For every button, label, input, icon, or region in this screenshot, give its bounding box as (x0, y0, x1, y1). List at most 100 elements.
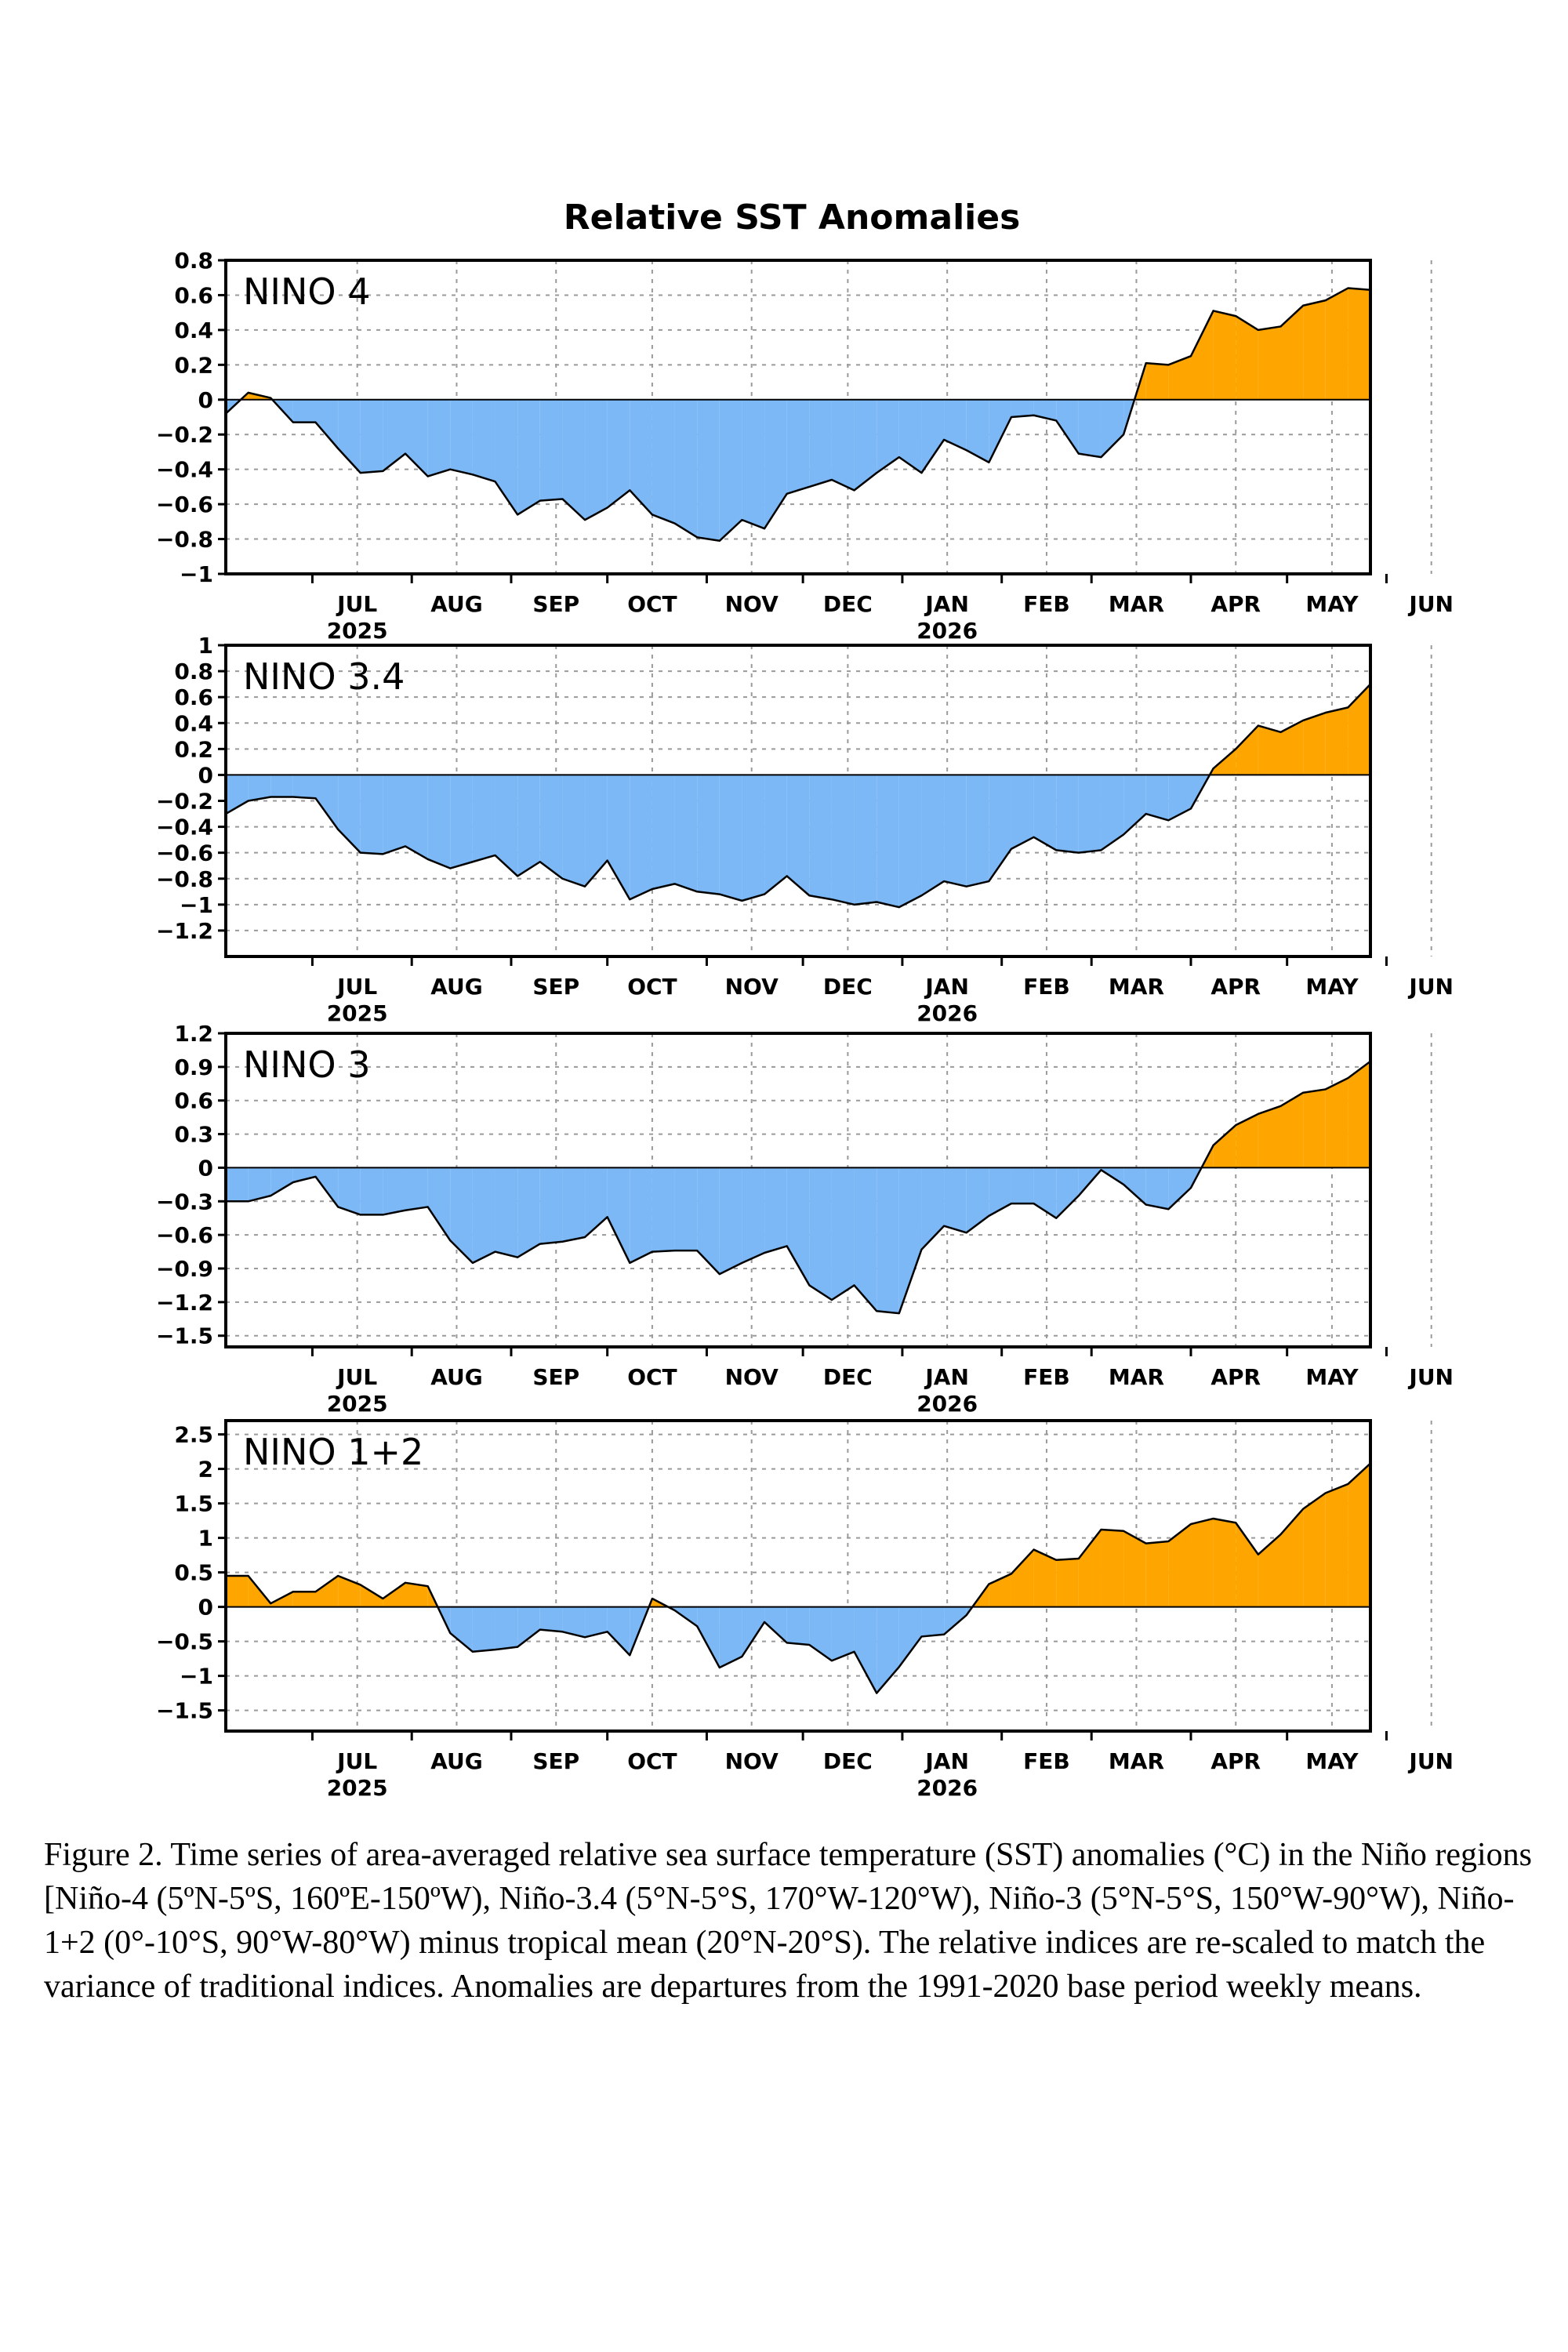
positive-anomaly-area (292, 1592, 316, 1607)
negative-anomaly-area (630, 775, 652, 900)
negative-anomaly-area (495, 775, 518, 877)
data-point (1189, 1187, 1192, 1189)
positive-anomaly-area (1033, 1549, 1057, 1607)
x-tick-label: NOV (725, 1748, 779, 1774)
positive-anomaly-area (1168, 356, 1191, 400)
x-tick-label: APR (1210, 591, 1261, 617)
positive-anomaly-area (1213, 310, 1236, 400)
data-point (718, 1273, 720, 1276)
data-point (786, 1642, 788, 1644)
x-tick-label: JUL (336, 591, 377, 617)
x-tick-label: AUG (430, 591, 483, 617)
positive-anomaly-area (1213, 1125, 1236, 1168)
negative-anomaly-area (472, 1167, 495, 1263)
data-point (1033, 1548, 1035, 1551)
data-point (1279, 1534, 1282, 1536)
negative-anomaly-area (809, 1606, 832, 1661)
data-point (539, 1243, 541, 1245)
negative-anomaly-area (585, 775, 608, 887)
negative-anomaly-area (674, 399, 698, 538)
data-point (494, 481, 496, 483)
data-point (718, 1667, 720, 1669)
data-point (965, 885, 967, 887)
x-tick-label: FEB (1023, 1364, 1070, 1390)
x-tick-label: MAY (1305, 591, 1359, 617)
x-tick-label: DEC (823, 1364, 873, 1390)
y-tick-label: −0.4 (156, 457, 213, 483)
data-point (853, 1650, 855, 1653)
data-point (1100, 1529, 1102, 1531)
negative-anomaly-area (921, 399, 945, 474)
data-point (808, 895, 811, 897)
data-point (629, 1654, 631, 1657)
data-point (1033, 1203, 1035, 1205)
data-point (517, 514, 519, 516)
negative-anomaly-area (517, 1606, 540, 1647)
y-tick-label: 0 (198, 1595, 213, 1621)
data-point (1167, 819, 1170, 822)
positive-anomaly-area (1325, 288, 1348, 400)
x-tick-label: JUN (1407, 1364, 1454, 1390)
negative-anomaly-area (360, 399, 383, 474)
positive-anomaly-area (1280, 305, 1304, 400)
x-tick-label: DEC (823, 974, 873, 1000)
data-point (898, 1312, 900, 1315)
data-point (359, 472, 361, 474)
y-tick-label: 0 (198, 387, 213, 413)
data-point (426, 858, 429, 860)
data-point (561, 1240, 564, 1243)
panel-nino-3: 1.2 0.9 0.6 0.3 0 −0.3 −0.6 −0.9 −1.2 −1.5 JUL AUG S… (156, 1021, 1454, 1417)
data-point (651, 887, 653, 890)
x-tick-label: SEP (532, 974, 579, 1000)
data-point (1324, 299, 1327, 302)
data-point (270, 397, 272, 399)
y-tick-label: −0.2 (156, 422, 213, 448)
negative-anomaly-area (877, 1167, 899, 1314)
negative-anomaly-area (764, 1167, 787, 1253)
data-point (1212, 768, 1214, 770)
data-point (405, 1581, 407, 1584)
negative-anomaly-area (539, 399, 563, 501)
negative-anomaly-area (898, 1606, 922, 1668)
x-tick-label: MAR (1109, 1364, 1164, 1390)
negative-anomaly-area (966, 775, 989, 887)
negative-anomaly-area (450, 399, 473, 475)
positive-anomaly-area (1056, 1559, 1079, 1607)
positive-anomaly-area (1101, 1530, 1124, 1607)
negative-anomaly-area (742, 399, 765, 529)
negative-anomaly-area (697, 1606, 720, 1668)
y-tick-label: 0.9 (174, 1054, 213, 1080)
data-point (898, 906, 900, 909)
negative-anomaly-area (742, 1167, 765, 1263)
negative-anomaly-area (809, 1167, 832, 1300)
negative-anomaly-area (607, 1606, 630, 1656)
negative-anomaly-area (450, 1606, 473, 1652)
data-point (988, 1214, 990, 1217)
data-point (449, 1240, 452, 1242)
positive-anomaly-area (1078, 1530, 1102, 1607)
positive-anomaly-area (315, 1576, 339, 1607)
negative-anomaly-area (742, 1606, 765, 1657)
data-point (471, 861, 474, 863)
data-point (270, 1602, 272, 1605)
positive-anomaly-area (1303, 1089, 1326, 1168)
negative-anomaly-area (944, 399, 967, 451)
negative-anomaly-area (315, 775, 339, 829)
year-label: 2026 (916, 1391, 978, 1417)
data-point (606, 859, 608, 862)
data-point (673, 522, 676, 524)
y-tick-label: 0.8 (174, 659, 213, 684)
data-point (1302, 1508, 1305, 1510)
data-point (494, 1649, 496, 1651)
positive-anomaly-area (1280, 1092, 1304, 1168)
figure-caption: Figure 2. Time series of area-averaged r… (44, 1837, 1532, 2005)
data-point (830, 479, 833, 481)
y-tick-label: 1.2 (174, 1021, 213, 1047)
x-tick-label: JAN (924, 1364, 969, 1390)
x-tick-label: FEB (1023, 974, 1070, 1000)
data-point (359, 1214, 361, 1216)
data-point (449, 1632, 452, 1635)
x-tick-label: DEC (823, 591, 873, 617)
data-point (517, 875, 519, 877)
series-line (226, 1462, 1371, 1694)
